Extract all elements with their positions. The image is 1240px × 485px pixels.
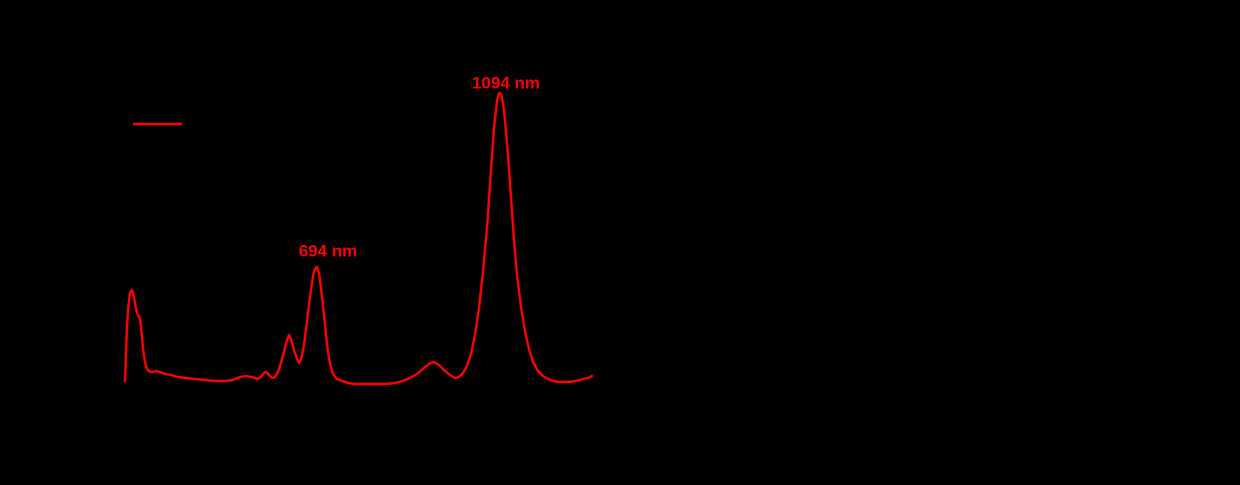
peak-label-694: 694 nm — [298, 241, 358, 261]
spectrum-line — [123, 91, 594, 386]
peak-label-1094: 1094 nm — [471, 73, 541, 93]
